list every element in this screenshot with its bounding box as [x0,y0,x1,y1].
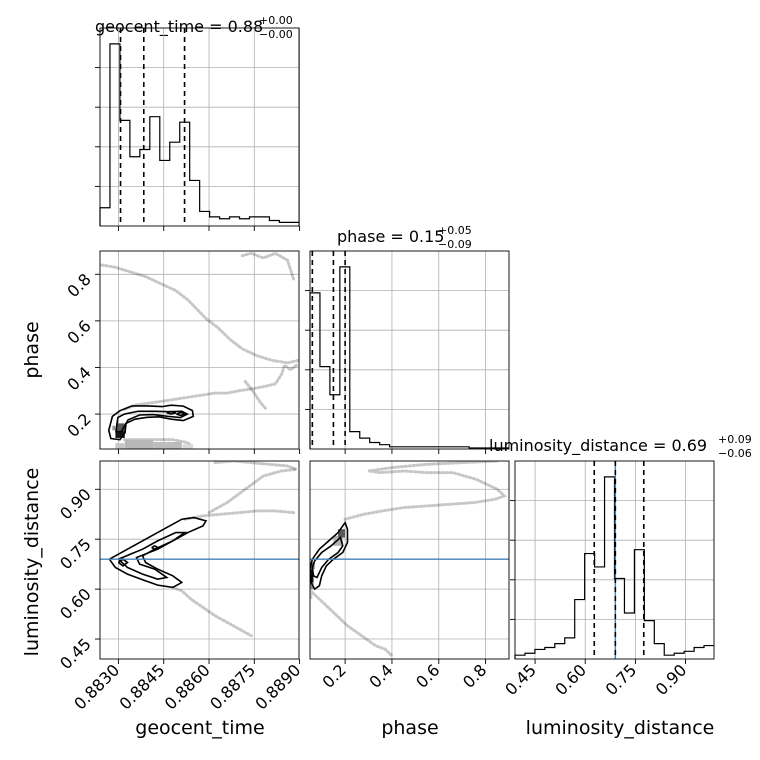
joint-panel-geocent_time-phase: 0.2 0.4 0.6 0.8 [63,250,301,454]
scatter-cloud [343,461,508,521]
density-cell [310,569,314,583]
x-tick-label-geocent_time: 0.8830 [70,660,123,713]
x-tick-label-geocent_time: 0.8875 [206,660,259,713]
joint-panel-phase-luminosity_distance: 0.2 0.4 0.6 0.8 [309,460,510,692]
panel-frame [99,460,300,660]
marginal-panel-geocent_time [95,27,301,231]
x-tick-label-phase: 0.6 [412,660,443,691]
contour-line [151,544,160,551]
histogram-phase [309,266,509,449]
title-phase-sub: −0.09 [438,238,472,251]
density-cell [310,582,314,590]
x-tick-label-geocent_time: 0.8860 [161,660,214,713]
scatter-cloud [122,362,299,411]
density-cell [112,425,116,431]
scatter-cloud [100,263,299,365]
title-luminosity-distance-sup: +0.09 [718,433,752,446]
grid [100,461,299,659]
contour-line [117,558,129,567]
x-tick-label-luminosity_distance: 0.75 [602,660,641,699]
title-geocent-time: geocent_time = 0.88 [95,17,263,37]
grid [310,461,509,659]
y-axis-label-phase: phase [21,321,43,378]
x-tick-label-luminosity_distance: 0.90 [652,660,691,699]
title-geocent-time-sub: −0.00 [259,28,293,41]
density-cell [338,529,346,538]
x-tick-label-phase: 0.2 [319,660,350,691]
panel-content [100,251,299,449]
scatter-cloud [310,590,394,658]
x-tick-label-luminosity_distance: 0.60 [551,660,590,699]
contour-line [108,516,208,589]
x-tick-label-phase: 0.4 [365,660,396,691]
density-cell [310,589,313,600]
title-phase-sup: +0.05 [438,224,472,237]
x-axis-label-geocent-time: geocent_time [135,717,264,739]
grid [100,251,299,449]
scatter-cloud [207,467,299,515]
panels: 0.45 0.60 0.75 0.90 0.2 0.4 0.6 0.8 0.88300.8845… [56,27,715,713]
density-cell [115,430,125,438]
y-tick-label-luminosity_distance: 0.60 [56,585,95,624]
contour-line [107,404,195,441]
panel-frame [99,250,300,450]
density-cell [116,423,125,431]
title-luminosity-distance-sub: −0.06 [718,447,752,460]
contour-line [311,536,344,579]
panel-frame [309,250,510,450]
y-tick-label-phase: 0.2 [63,409,94,440]
y-tick-label-luminosity_distance: 0.45 [56,634,95,673]
contour-line [115,410,190,433]
y-tick-label-luminosity_distance: 0.90 [56,485,95,524]
marginal-panel-phase [305,250,510,454]
scatter-cloud [243,379,268,411]
density-cell [124,439,154,449]
density-cell [153,442,182,449]
scatter-cloud [240,251,296,281]
histogram-luminosity_distance [514,476,714,659]
panel-frame [309,460,510,660]
y-axis-label-luminosity-distance: luminosity_distance [21,468,43,657]
x-tick-label-luminosity_distance: 0.45 [501,660,540,699]
x-axis-label-luminosity-distance: luminosity_distance [526,717,715,739]
histogram-geocent_time [99,43,299,226]
density-cell [182,444,194,449]
contour-line [166,410,176,415]
grid [515,461,714,659]
y-tick-label-phase: 0.6 [63,316,94,347]
panel-frame [514,460,715,660]
x-tick-label-geocent_time: 0.8890 [251,660,304,713]
marginal-panel-luminosity_distance: 0.45 0.60 0.75 0.90 [501,460,715,699]
scatter-cloud [183,509,296,521]
density-cell [115,443,125,449]
scatter-cloud [171,585,253,638]
title-geocent-time-sup: +0.00 [259,14,293,27]
y-tick-label-phase: 0.8 [63,270,94,301]
title-phase: phase = 0.15 [337,227,444,246]
contour-line [310,520,349,591]
panel-content [100,461,299,659]
y-tick-label-phase: 0.4 [63,363,94,394]
y-tick-label-luminosity_distance: 0.75 [56,535,95,574]
scatter-cloud [213,461,299,471]
x-tick-label-geocent_time: 0.8845 [116,660,169,713]
panel-frame [99,27,300,227]
title-luminosity-distance: luminosity_distance = 0.69 [489,436,707,456]
x-tick-label-phase: 0.8 [459,660,490,691]
contour-line [117,531,188,580]
density-cell [333,535,343,546]
x-axis-label-phase: phase [381,717,438,739]
panel-content [310,461,509,659]
contour-line [176,411,188,417]
